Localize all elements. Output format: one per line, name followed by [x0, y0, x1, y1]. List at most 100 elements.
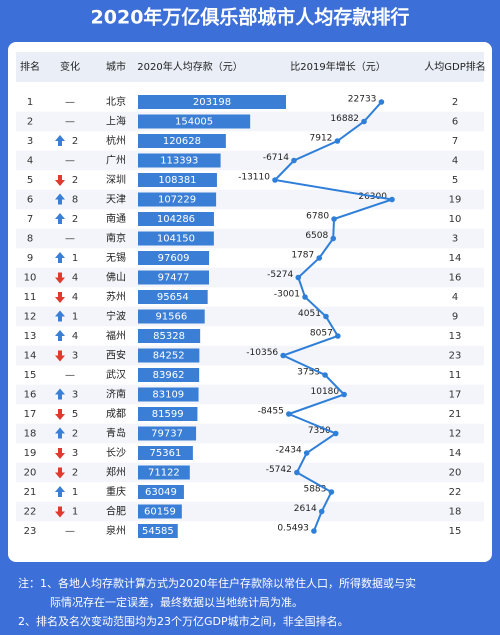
city: 福州: [106, 329, 126, 342]
growth-point: [335, 333, 341, 339]
gdp-rank: 3: [452, 234, 458, 245]
growth-point: [316, 255, 323, 261]
down-arrow: [55, 175, 65, 186]
city: 宁波: [106, 310, 126, 323]
change: 2: [72, 175, 78, 186]
row-band: [16, 189, 484, 210]
row-band: [16, 462, 484, 483]
change: 1: [72, 312, 78, 323]
rank: 4: [27, 156, 33, 167]
gdp-rank: 20: [449, 468, 462, 479]
rank: 7: [27, 214, 33, 225]
up-arrow: [55, 252, 65, 263]
deposit-label: 83109: [152, 390, 184, 401]
row-band: [16, 384, 484, 405]
rank: 19: [24, 448, 37, 459]
down-arrow: [55, 467, 65, 479]
row-band: [16, 228, 484, 249]
city: 西安: [106, 349, 126, 362]
up-arrow: [55, 135, 65, 146]
change: 2: [72, 214, 78, 225]
deposit-label: 85328: [153, 331, 185, 342]
deposit-label: 54585: [142, 526, 174, 537]
header-band: [16, 52, 484, 82]
down-arrow: [55, 292, 65, 303]
growth-label: -13110: [238, 173, 270, 183]
gdp-rank: 5: [452, 175, 458, 186]
growth-point: [318, 508, 325, 515]
city: 合肥: [106, 505, 126, 518]
up-arrow: [55, 486, 65, 497]
city: 南通: [106, 212, 126, 225]
gdp-rank: 18: [449, 507, 462, 518]
growth-label: -5274: [267, 270, 293, 280]
gdp-rank: 21: [449, 409, 462, 420]
growth-label: -2434: [276, 446, 302, 456]
deposit-bar: [138, 95, 286, 109]
change: 8: [72, 195, 78, 206]
change: 4: [72, 292, 78, 303]
city: 深圳: [106, 174, 126, 186]
rank: 6: [27, 195, 33, 206]
growth-point: [291, 157, 297, 164]
deposit-label: 79737: [151, 429, 183, 440]
change: —: [65, 156, 75, 167]
city: 苏州: [106, 290, 126, 303]
rank: 21: [24, 487, 37, 498]
growth-label: 3753: [297, 368, 320, 378]
growth-point: [328, 489, 335, 495]
rank: 22: [24, 507, 37, 518]
growth-label: -8455: [258, 407, 284, 417]
column-header: 2020年人均存款（元）: [137, 60, 242, 73]
growth-point: [272, 177, 278, 183]
gdp-rank: 11: [449, 370, 462, 381]
column-header: 排名: [20, 60, 40, 73]
growth-point: [361, 118, 367, 125]
deposit-label: 75361: [150, 448, 182, 459]
gdp-rank: 22: [449, 487, 462, 498]
city: 成都: [106, 408, 126, 420]
deposit-label: 71122: [148, 468, 180, 479]
deposit-bar: [138, 485, 184, 499]
growth-point: [332, 430, 339, 437]
rank: 16: [24, 390, 37, 401]
deposit-bar: [138, 212, 214, 226]
growth-label: 10180: [311, 387, 340, 397]
rank: 18: [24, 429, 37, 440]
city: 泉州: [106, 524, 126, 537]
down-arrow: [55, 448, 65, 459]
deposit-label: 95654: [157, 292, 189, 303]
city: 青岛: [106, 427, 126, 440]
rank: 5: [27, 175, 33, 186]
growth-point: [311, 528, 317, 534]
growth-label: 6508: [305, 231, 328, 241]
city: 上海: [106, 115, 126, 128]
deposit-bar: [138, 504, 182, 519]
deposit-bar: [138, 407, 198, 421]
rank: 17: [24, 409, 37, 420]
change: —: [65, 526, 75, 537]
growth-label: 8057: [310, 329, 333, 339]
city: 重庆: [106, 485, 126, 498]
deposit-bar: [138, 465, 190, 480]
city: 天津: [106, 194, 126, 206]
change: 3: [72, 351, 78, 362]
change: 1: [72, 253, 78, 264]
gdp-rank: 2: [452, 97, 458, 108]
gdp-rank: 4: [452, 292, 458, 303]
change: 3: [72, 448, 78, 459]
deposit-label: 108381: [158, 175, 196, 186]
growth-point: [389, 196, 395, 203]
deposit-bar: [138, 231, 214, 246]
city: 北京: [106, 95, 126, 108]
gdp-rank: 12: [449, 429, 462, 440]
gdp-rank: 17: [449, 390, 462, 401]
change: 3: [72, 390, 78, 401]
gdp-rank: 10: [449, 214, 462, 225]
up-arrow: [55, 388, 65, 400]
city: 济南: [106, 388, 126, 401]
growth-point: [334, 138, 341, 144]
gdp-rank: 19: [449, 195, 462, 206]
growth-label: 2614: [294, 504, 317, 514]
